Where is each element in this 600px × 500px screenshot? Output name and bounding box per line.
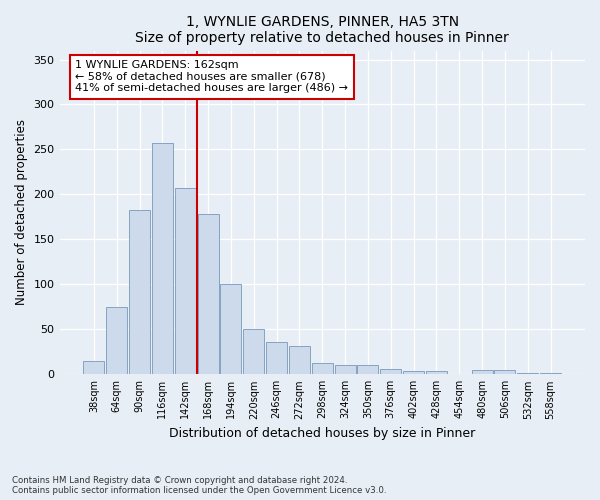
Bar — [197, 214, 218, 374]
Bar — [335, 366, 356, 374]
Bar — [380, 369, 401, 374]
Title: 1, WYNLIE GARDENS, PINNER, HA5 3TN
Size of property relative to detached houses : 1, WYNLIE GARDENS, PINNER, HA5 3TN Size … — [136, 15, 509, 45]
X-axis label: Distribution of detached houses by size in Pinner: Distribution of detached houses by size … — [169, 427, 475, 440]
Bar — [312, 362, 333, 374]
Bar — [266, 342, 287, 374]
Bar — [289, 346, 310, 374]
Bar — [152, 143, 173, 374]
Bar — [426, 370, 447, 374]
Bar — [129, 210, 150, 374]
Y-axis label: Number of detached properties: Number of detached properties — [15, 120, 28, 306]
Text: 1 WYNLIE GARDENS: 162sqm
← 58% of detached houses are smaller (678)
41% of semi-: 1 WYNLIE GARDENS: 162sqm ← 58% of detach… — [76, 60, 349, 94]
Bar — [220, 284, 241, 374]
Bar — [83, 361, 104, 374]
Bar — [175, 188, 196, 374]
Bar — [243, 330, 264, 374]
Bar — [358, 366, 379, 374]
Text: Contains HM Land Registry data © Crown copyright and database right 2024.
Contai: Contains HM Land Registry data © Crown c… — [12, 476, 386, 495]
Bar — [403, 370, 424, 374]
Bar — [472, 370, 493, 374]
Bar — [106, 307, 127, 374]
Bar — [494, 370, 515, 374]
Bar — [540, 372, 561, 374]
